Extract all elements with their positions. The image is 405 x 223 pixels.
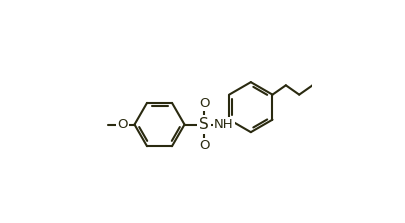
Text: S: S [199, 117, 209, 132]
Text: NH: NH [213, 118, 233, 131]
Text: O: O [117, 118, 128, 131]
Text: O: O [198, 139, 209, 152]
Text: O: O [198, 97, 209, 110]
